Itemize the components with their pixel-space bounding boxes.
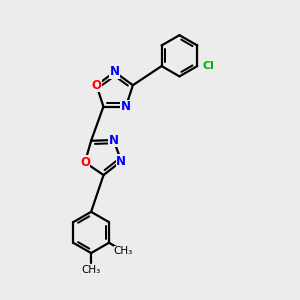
Text: N: N: [109, 134, 118, 146]
Text: CH₃: CH₃: [82, 265, 101, 275]
Text: N: N: [121, 100, 131, 113]
Text: O: O: [80, 156, 90, 169]
Text: N: N: [116, 155, 126, 168]
Text: O: O: [92, 79, 101, 92]
Text: N: N: [110, 65, 120, 79]
Text: CH₃: CH₃: [114, 246, 133, 256]
Text: Cl: Cl: [202, 61, 214, 71]
